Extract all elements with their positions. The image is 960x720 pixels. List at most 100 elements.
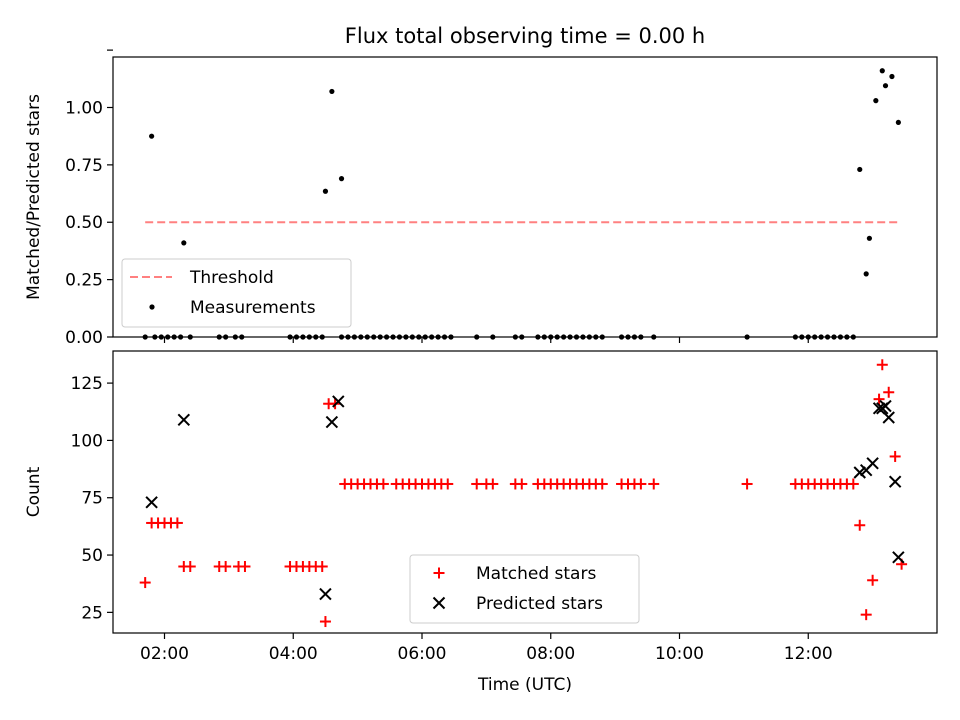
matched-star-point	[847, 478, 859, 490]
measurement-point	[850, 334, 856, 340]
measurement-point	[158, 334, 164, 340]
measurement-point	[371, 334, 377, 340]
measurement-point	[831, 334, 837, 340]
measurement-point	[625, 334, 631, 340]
predicted-star-point	[866, 457, 879, 470]
y-tick-label: 25	[81, 603, 103, 623]
x-tick-label: 06:00	[398, 644, 447, 664]
measurement-point	[548, 334, 554, 340]
matched-star-point	[648, 478, 660, 490]
predicted-star-mark	[866, 457, 879, 470]
y-tick-label: 125	[71, 374, 103, 394]
measurement-point	[448, 334, 454, 340]
measurement-point	[857, 166, 863, 173]
x-tick-label: 10:00	[655, 644, 704, 664]
measurement-point	[149, 133, 155, 139]
legend: Matched stars Predicted stars	[409, 554, 640, 624]
measurement-point	[618, 334, 625, 340]
measurement-point	[152, 334, 158, 340]
measurement-point	[416, 334, 422, 340]
matched-star-point	[442, 478, 454, 490]
measurement-point	[171, 334, 177, 340]
matched-star-point	[184, 561, 196, 573]
measurement-point	[396, 334, 403, 340]
measurement-point	[567, 334, 573, 340]
x-tick-label: 02:00	[140, 644, 189, 664]
measurement-point	[441, 334, 448, 340]
measurement-point	[792, 334, 798, 340]
y-axis-label: Count	[24, 466, 44, 517]
predicted-star-point	[325, 415, 339, 429]
measurement-point	[338, 334, 345, 340]
measurement-point	[364, 334, 370, 340]
legend-matched-label: Matched stars	[476, 564, 596, 584]
predicted-star-point	[892, 551, 905, 564]
predicted-star-mark	[892, 551, 905, 564]
measurement-point	[351, 334, 358, 340]
predicted-star-point	[177, 413, 191, 426]
matched-star-point	[860, 609, 872, 621]
measurement-point	[651, 334, 657, 340]
measurement-point	[300, 334, 306, 340]
measurement-point	[223, 334, 229, 340]
chart-title: Flux total observing time = 0.00 h	[345, 24, 705, 48]
predicted-star-mark	[145, 496, 158, 509]
y-axis-label: Matched/Predicted stars	[24, 94, 44, 300]
predicted-star-mark	[325, 415, 339, 429]
y-tick-label: 0.25	[65, 271, 103, 291]
measurement-point	[390, 334, 396, 340]
measurement-point	[895, 119, 901, 126]
y-tick-label: 100	[71, 431, 103, 451]
x-tick-label: 04:00	[269, 644, 318, 664]
measurement-point	[313, 334, 319, 340]
x-axis-label: Time (UTC)	[477, 675, 572, 695]
measurement-point	[181, 240, 187, 246]
measurement-point	[293, 334, 300, 340]
matched-star-point	[596, 478, 608, 490]
matched-star-point	[876, 359, 888, 371]
matched-star-point	[139, 577, 151, 589]
predicted-star-mark	[332, 395, 345, 408]
measurement-point	[519, 334, 525, 340]
measurement-point	[799, 334, 805, 340]
measurement-point	[863, 271, 869, 277]
matched-star-point	[854, 519, 866, 531]
matched-star-point	[741, 478, 753, 490]
matched-star-point	[867, 574, 879, 586]
predicted-star-point	[332, 395, 345, 408]
predicted-star-point	[319, 587, 332, 601]
measurement-point	[319, 334, 325, 340]
legend-measurements-swatch	[149, 304, 155, 310]
measurement-point	[142, 334, 148, 340]
measurement-point	[805, 334, 811, 340]
measurement-point	[490, 334, 496, 340]
matched-star-point	[873, 393, 885, 405]
matched-star-point	[220, 561, 232, 573]
measurement-point	[535, 334, 541, 340]
measurement-point	[358, 334, 364, 340]
measurement-point	[512, 334, 518, 340]
measurement-point	[844, 334, 850, 340]
measurement-point	[435, 334, 441, 340]
y-tick-label: 1.00	[65, 98, 103, 118]
matched-star-point	[487, 478, 499, 490]
matched-star-point	[635, 478, 647, 490]
legend-box	[409, 554, 640, 624]
measurement-point	[882, 83, 889, 89]
legend-threshold-label: Threshold	[189, 268, 274, 288]
measurement-point	[165, 334, 171, 340]
measurement-point	[474, 334, 480, 340]
matched-star-point	[471, 478, 483, 490]
measurement-point	[306, 334, 312, 340]
measurement-point	[873, 98, 879, 104]
matched-star-point	[319, 616, 331, 628]
y-tick-label: 0.00	[65, 328, 103, 348]
matched-star-point	[516, 478, 528, 490]
measurement-point	[580, 334, 586, 340]
predicted-star-mark	[319, 587, 332, 601]
measurement-point	[232, 334, 238, 340]
measurement-point	[177, 334, 184, 340]
x-tick-label: 08:00	[526, 644, 575, 664]
x-tick-label: 12:00	[784, 644, 833, 664]
y-tick-label: 50	[81, 546, 103, 566]
